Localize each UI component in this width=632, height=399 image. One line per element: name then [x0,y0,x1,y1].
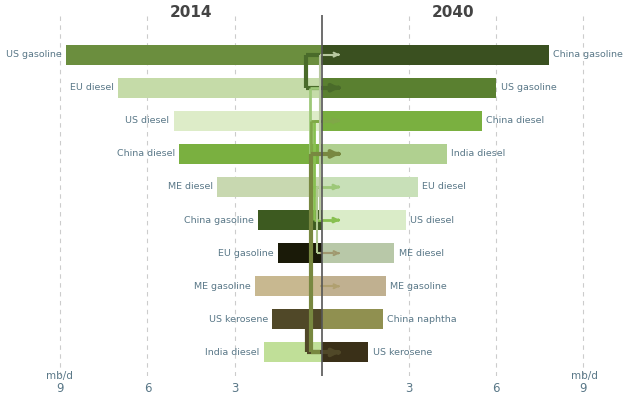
Text: China diesel: China diesel [486,117,544,125]
Text: China gasoline: China gasoline [184,215,253,225]
Bar [264,342,322,362]
Text: US diesel: US diesel [410,215,454,225]
Text: ME gasoline: ME gasoline [390,282,447,291]
Text: US kerosene: US kerosene [209,315,268,324]
Bar [322,243,394,263]
Bar [322,342,368,362]
Bar [322,177,418,197]
Text: 2040: 2040 [431,5,474,20]
Text: US kerosene: US kerosene [373,348,432,357]
Bar [278,243,322,263]
Bar [179,144,322,164]
Text: ME gasoline: ME gasoline [194,282,251,291]
Text: ME diesel: ME diesel [168,182,213,192]
Text: China gasoline: China gasoline [553,50,623,59]
Text: ME diesel: ME diesel [399,249,444,258]
Bar [322,78,496,98]
Bar [322,277,386,296]
Text: EU gasoline: EU gasoline [218,249,274,258]
Text: US gasoline: US gasoline [6,50,62,59]
Bar [255,277,322,296]
Text: China diesel: China diesel [117,149,175,158]
Bar [272,309,322,329]
Bar [322,144,447,164]
Text: India diesel: India diesel [451,149,506,158]
Text: EU diesel: EU diesel [422,182,466,192]
Text: China naphtha: China naphtha [387,315,457,324]
Bar [118,78,322,98]
Bar [322,111,482,131]
Text: mb/d: mb/d [571,371,598,381]
Bar [258,210,322,230]
Text: 2014: 2014 [170,5,212,20]
Text: mb/d: mb/d [46,371,73,381]
Bar [217,177,322,197]
Bar [174,111,322,131]
Bar [66,45,322,65]
Bar [322,309,383,329]
Text: US diesel: US diesel [125,117,169,125]
Text: US gasoline: US gasoline [501,83,556,92]
Text: India diesel: India diesel [205,348,259,357]
Bar [322,45,549,65]
Bar [322,210,406,230]
Text: EU diesel: EU diesel [70,83,114,92]
